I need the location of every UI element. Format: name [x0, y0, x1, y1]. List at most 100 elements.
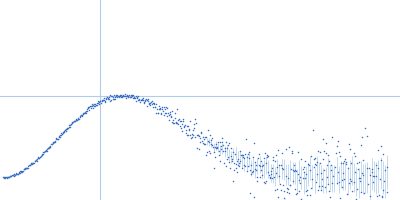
Point: [94, 101, 101, 105]
Point: [224, 146, 230, 149]
Point: [380, 189, 386, 192]
Point: [272, 154, 279, 157]
Point: [22, 167, 29, 170]
Point: [373, 163, 379, 167]
Point: [325, 183, 332, 186]
Point: [154, 112, 161, 115]
Point: [222, 149, 228, 153]
Point: [215, 154, 222, 157]
Point: [126, 95, 133, 98]
Point: [309, 177, 315, 181]
Point: [283, 187, 290, 190]
Point: [98, 98, 105, 102]
Point: [198, 130, 205, 133]
Point: [78, 114, 85, 117]
Point: [306, 194, 313, 197]
Point: [247, 192, 253, 195]
Point: [147, 103, 154, 106]
Point: [219, 140, 226, 144]
Point: [55, 137, 61, 140]
Point: [238, 154, 245, 157]
Point: [1, 176, 8, 179]
Point: [327, 195, 333, 198]
Point: [288, 149, 295, 152]
Point: [16, 171, 23, 174]
Point: [186, 128, 192, 131]
Point: [296, 181, 303, 184]
Point: [5, 175, 11, 178]
Point: [134, 95, 140, 99]
Point: [356, 180, 363, 183]
Point: [3, 176, 10, 179]
Point: [68, 123, 74, 126]
Point: [300, 176, 306, 179]
Point: [93, 103, 100, 106]
Point: [196, 134, 202, 137]
Point: [126, 94, 132, 97]
Point: [121, 92, 128, 95]
Point: [214, 145, 221, 148]
Point: [276, 163, 282, 166]
Point: [82, 112, 88, 115]
Point: [25, 165, 32, 168]
Point: [179, 130, 186, 133]
Point: [321, 169, 328, 172]
Point: [348, 179, 354, 182]
Point: [36, 157, 42, 160]
Point: [272, 159, 278, 162]
Point: [253, 164, 259, 167]
Point: [218, 148, 224, 151]
Point: [72, 119, 78, 122]
Point: [308, 186, 314, 189]
Point: [91, 102, 97, 105]
Point: [140, 98, 146, 102]
Point: [184, 124, 191, 128]
Point: [271, 175, 277, 179]
Point: [288, 167, 294, 170]
Point: [318, 177, 325, 180]
Point: [70, 119, 77, 123]
Point: [80, 112, 87, 115]
Point: [12, 173, 18, 176]
Point: [258, 159, 264, 162]
Point: [88, 107, 94, 110]
Point: [157, 106, 164, 109]
Point: [43, 149, 49, 152]
Point: [374, 149, 381, 152]
Point: [314, 160, 320, 164]
Point: [215, 141, 221, 144]
Point: [17, 170, 24, 173]
Point: [87, 105, 94, 108]
Point: [322, 186, 328, 189]
Point: [128, 94, 134, 97]
Point: [56, 136, 63, 139]
Point: [100, 98, 106, 102]
Point: [29, 162, 36, 165]
Point: [251, 195, 257, 198]
Point: [242, 152, 249, 155]
Point: [265, 155, 272, 158]
Point: [250, 142, 257, 145]
Point: [118, 95, 124, 98]
Point: [102, 100, 108, 103]
Point: [117, 95, 123, 98]
Point: [108, 95, 115, 98]
Point: [193, 134, 200, 137]
Point: [178, 119, 184, 122]
Point: [174, 107, 180, 110]
Point: [35, 156, 41, 159]
Point: [294, 192, 300, 195]
Point: [280, 183, 286, 187]
Point: [75, 116, 81, 119]
Point: [334, 139, 341, 143]
Point: [171, 121, 177, 124]
Point: [18, 169, 24, 173]
Point: [20, 169, 26, 172]
Point: [320, 137, 326, 141]
Point: [200, 142, 207, 146]
Point: [275, 196, 282, 199]
Point: [364, 167, 370, 170]
Point: [2, 176, 8, 179]
Point: [265, 170, 271, 173]
Point: [82, 110, 89, 113]
